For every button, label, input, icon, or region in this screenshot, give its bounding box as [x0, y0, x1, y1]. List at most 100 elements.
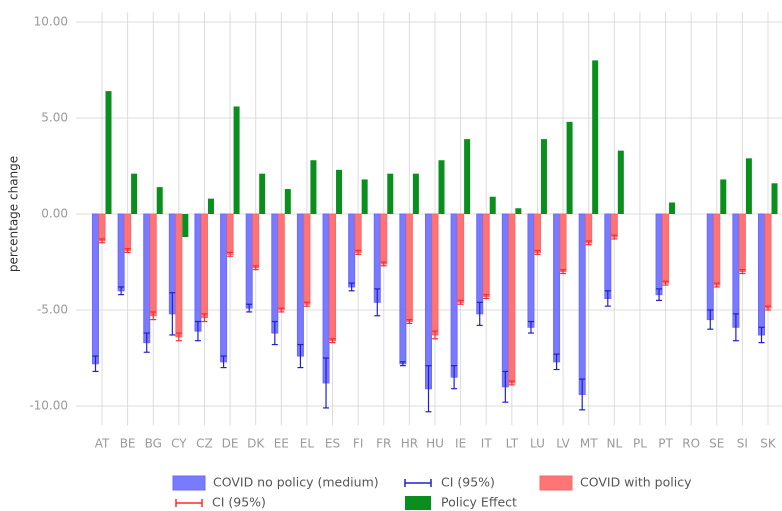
error-bar: [611, 234, 618, 240]
error-bar: [220, 355, 227, 369]
bar: [592, 60, 599, 215]
x-tick-label: FI: [353, 437, 363, 451]
bar: [501, 213, 509, 388]
bar: [533, 213, 541, 253]
bar: [117, 213, 125, 292]
error-bar: [527, 320, 534, 334]
bar: [175, 213, 183, 338]
bar: [425, 213, 432, 390]
legend-swatch: [172, 475, 206, 491]
error-bar: [425, 365, 432, 413]
bar: [566, 121, 573, 214]
bar: [245, 213, 253, 309]
error-bar: [713, 282, 720, 288]
error-bar: [124, 247, 131, 253]
bar: [105, 91, 112, 214]
y-tick-label: 10.00: [34, 15, 68, 29]
x-tick-label: SK: [760, 437, 777, 451]
bar: [655, 213, 663, 296]
bar: [284, 189, 291, 214]
bar: [399, 213, 407, 365]
bar: [387, 173, 394, 214]
x-tick-label: RO: [682, 437, 700, 451]
legend-label: CI (95%): [212, 495, 266, 510]
x-tick-label: LT: [506, 437, 519, 451]
bar: [732, 213, 740, 328]
error-bar: [175, 332, 182, 342]
legend-swatch: [539, 475, 573, 491]
error-bar: [765, 305, 771, 311]
bar: [508, 213, 516, 384]
error-bar: [355, 249, 362, 255]
error-bar: [502, 370, 509, 403]
x-tick-label: LU: [530, 437, 545, 451]
bar: [706, 213, 714, 321]
error-bar: [201, 313, 208, 323]
error-bar: [150, 311, 157, 321]
error-bar: [560, 269, 567, 275]
bar: [200, 213, 208, 319]
error-bar: [707, 309, 714, 330]
bar: [329, 213, 337, 342]
bar: [738, 213, 746, 273]
bar: [515, 208, 522, 214]
bar: [336, 169, 343, 214]
bar: [457, 213, 465, 303]
bar: [348, 213, 356, 288]
error-bar: [739, 269, 746, 275]
error-bar: [406, 319, 413, 325]
error-bar: [194, 320, 201, 342]
bar: [98, 213, 106, 242]
bar: [669, 202, 676, 214]
bar: [610, 213, 618, 238]
bar: [771, 183, 778, 214]
error-bar: [297, 343, 304, 369]
bar: [585, 213, 593, 244]
bar: [745, 158, 752, 214]
x-tick-label: EL: [300, 437, 315, 451]
y-tick-label: -10.00: [29, 399, 68, 413]
bar: [578, 213, 586, 395]
error-bar: [476, 301, 483, 326]
error-bar: [303, 301, 310, 307]
error-bar: [656, 288, 663, 301]
error-bar: [662, 280, 669, 286]
error-bar: [604, 290, 611, 307]
bar: [143, 213, 151, 344]
bar: [431, 213, 439, 336]
error-bar: [451, 365, 458, 390]
x-tick-label: BE: [120, 437, 136, 451]
error-bar: [348, 282, 355, 292]
legend-label: COVID no policy (medium): [213, 475, 379, 490]
bar: [464, 139, 471, 214]
error-bar: [483, 294, 490, 300]
bar: [207, 198, 214, 214]
error-bar: [585, 240, 592, 246]
x-tick-label: DE: [222, 437, 239, 451]
bar: [482, 213, 490, 298]
bar: [131, 173, 138, 214]
bar: [380, 213, 388, 265]
bar: [354, 213, 362, 253]
x-tick-label: CY: [171, 437, 187, 451]
bar: [438, 160, 445, 214]
x-tick-label: LV: [556, 437, 570, 451]
bar: [252, 213, 260, 269]
error-bar: [227, 251, 234, 257]
legend-label: COVID with policy: [580, 475, 692, 490]
bar: [412, 173, 419, 214]
error-bar: [374, 288, 381, 317]
x-tick-label: PT: [658, 437, 673, 451]
error-bar: [252, 265, 259, 271]
bar: [617, 150, 624, 214]
error-bar: [278, 307, 285, 313]
bar: [405, 213, 413, 323]
error-bar: [92, 355, 99, 373]
bar: [559, 213, 567, 273]
bar: [604, 213, 612, 299]
error-bar: [246, 303, 253, 313]
error-bar: [432, 330, 438, 340]
bar: [720, 179, 727, 214]
bar: [233, 106, 240, 214]
